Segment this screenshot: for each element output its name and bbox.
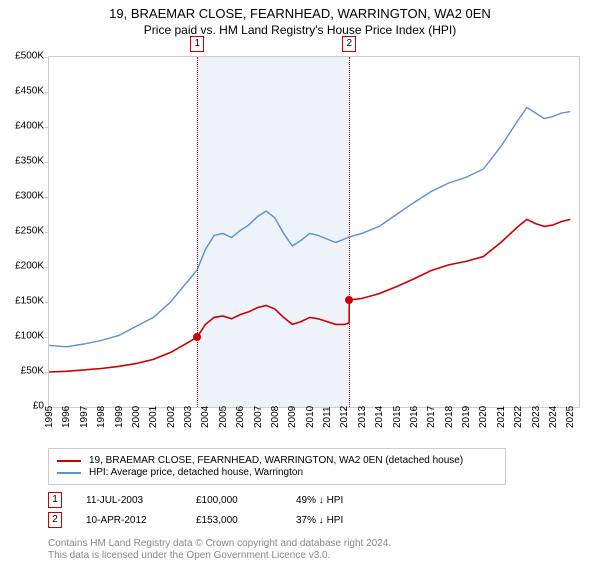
x-axis-label: 2018 xyxy=(444,406,455,428)
y-tick xyxy=(45,92,49,93)
x-axis-label: 2011 xyxy=(322,406,333,428)
x-axis-label: 2001 xyxy=(148,406,159,428)
x-axis-label: 2020 xyxy=(478,406,489,428)
x-axis-label: 1996 xyxy=(61,406,72,428)
x-axis-label: 1995 xyxy=(44,406,55,428)
x-axis-label: 2016 xyxy=(409,406,420,428)
y-tick xyxy=(45,162,49,163)
y-axis-label: £0 xyxy=(33,401,44,412)
chart-subtitle: Price paid vs. HM Land Registry's House … xyxy=(0,23,600,37)
x-axis-label: 2004 xyxy=(200,406,211,428)
y-tick xyxy=(45,232,49,233)
x-axis-label: 2025 xyxy=(565,406,576,428)
x-axis-label: 2017 xyxy=(426,406,437,428)
y-axis-label: £100K xyxy=(15,331,44,342)
sale-marker-box: 2 xyxy=(342,36,356,52)
x-axis-label: 1999 xyxy=(114,406,125,428)
y-axis-label: £300K xyxy=(15,191,44,202)
x-axis-label: 2002 xyxy=(166,406,177,428)
y-axis-label: £500K xyxy=(15,51,44,62)
y-axis-label: £200K xyxy=(15,261,44,272)
x-axis-label: 2012 xyxy=(339,406,350,428)
sale-dot xyxy=(193,333,201,341)
x-axis-label: 2022 xyxy=(513,406,524,428)
x-axis-label: 2015 xyxy=(392,406,403,428)
chart-area: £0£50K£100K£150K£200K£250K£300K£350K£400… xyxy=(48,56,578,406)
footnote-copyright: Contains HM Land Registry data © Crown c… xyxy=(48,538,391,549)
y-tick xyxy=(45,302,49,303)
x-axis-label: 1998 xyxy=(96,406,107,428)
series-lines xyxy=(49,57,579,407)
footnote-licence: This data is licensed under the Open Gov… xyxy=(48,550,330,561)
sale-vs-hpi: 37% ↓ HPI xyxy=(296,515,396,526)
sale-marker-line xyxy=(197,57,198,407)
y-tick xyxy=(45,267,49,268)
plot-region xyxy=(48,56,580,408)
legend-swatch xyxy=(57,460,81,462)
sale-marker-line xyxy=(349,57,350,407)
legend-row: 19, BRAEMAR CLOSE, FEARNHEAD, WARRINGTON… xyxy=(57,455,497,466)
sale-price: £100,000 xyxy=(196,495,296,506)
y-axis-label: £450K xyxy=(15,86,44,97)
y-axis-label: £150K xyxy=(15,296,44,307)
series-hpi xyxy=(49,107,570,346)
x-axis-label: 2003 xyxy=(183,406,194,428)
x-axis-label: 2019 xyxy=(461,406,472,428)
y-axis-label: £250K xyxy=(15,226,44,237)
x-axis-label: 2024 xyxy=(548,406,559,428)
legend: 19, BRAEMAR CLOSE, FEARNHEAD, WARRINGTON… xyxy=(48,448,506,485)
legend-row: HPI: Average price, detached house, Warr… xyxy=(57,467,497,478)
sale-date: 10-APR-2012 xyxy=(86,515,196,526)
y-tick xyxy=(45,197,49,198)
y-tick xyxy=(45,127,49,128)
sale-record-row: 2 10-APR-2012£153,00037% ↓ HPI xyxy=(48,512,396,528)
x-axis-label: 2013 xyxy=(357,406,368,428)
legend-label: HPI: Average price, detached house, Warr… xyxy=(89,467,303,478)
x-axis-label: 2021 xyxy=(496,406,507,428)
sale-price: £153,000 xyxy=(196,515,296,526)
x-axis-label: 2005 xyxy=(218,406,229,428)
sale-record-row: 1 11-JUL-2003£100,00049% ↓ HPI xyxy=(48,492,396,508)
chart-container: 19, BRAEMAR CLOSE, FEARNHEAD, WARRINGTON… xyxy=(0,6,600,566)
sale-record-marker: 2 xyxy=(48,512,62,528)
legend-swatch xyxy=(57,472,81,474)
x-axis-label: 2008 xyxy=(270,406,281,428)
x-axis-label: 2009 xyxy=(287,406,298,428)
x-axis-label: 2000 xyxy=(131,406,142,428)
sale-marker-box: 1 xyxy=(190,36,204,52)
x-axis-label: 2007 xyxy=(253,406,264,428)
y-axis-label: £400K xyxy=(15,121,44,132)
y-tick xyxy=(45,57,49,58)
y-tick xyxy=(45,337,49,338)
x-axis-label: 1997 xyxy=(79,406,90,428)
sale-dot xyxy=(345,296,353,304)
sale-record-marker: 1 xyxy=(48,492,62,508)
x-axis-label: 2006 xyxy=(235,406,246,428)
chart-title: 19, BRAEMAR CLOSE, FEARNHEAD, WARRINGTON… xyxy=(0,6,600,21)
x-axis-label: 2023 xyxy=(531,406,542,428)
y-axis-label: £50K xyxy=(21,366,44,377)
x-axis-label: 2010 xyxy=(305,406,316,428)
y-axis-label: £350K xyxy=(15,156,44,167)
y-tick xyxy=(45,372,49,373)
sale-vs-hpi: 49% ↓ HPI xyxy=(296,495,396,506)
series-property_price xyxy=(49,219,570,372)
sale-date: 11-JUL-2003 xyxy=(86,495,196,506)
x-axis-label: 2014 xyxy=(374,406,385,428)
legend-label: 19, BRAEMAR CLOSE, FEARNHEAD, WARRINGTON… xyxy=(89,455,463,466)
